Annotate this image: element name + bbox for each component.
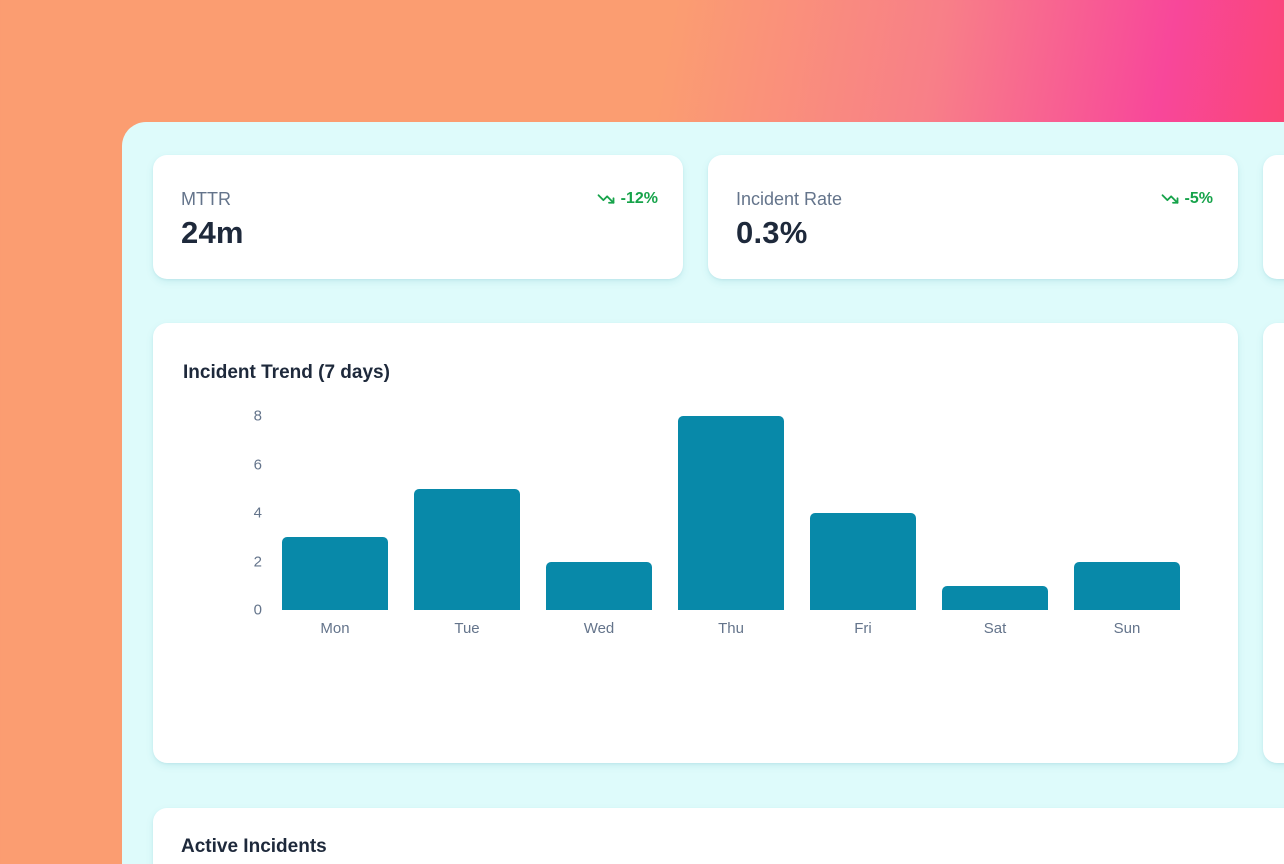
bar-fri[interactable] (810, 513, 916, 610)
bar-chart: 0 2 4 6 8 Mon Tue Wed Thu Fri Sat Sun (153, 408, 1238, 637)
x-axis-label: Sat (983, 620, 1007, 637)
y-axis-tick-label: 4 (253, 504, 262, 522)
y-axis-tick-label: 2 (253, 553, 262, 570)
kpi-card-partial (1263, 155, 1284, 279)
trending-down-icon (597, 192, 615, 206)
bar-tue[interactable] (414, 488, 520, 610)
x-axis-label: Thu (718, 620, 744, 637)
bar-sun[interactable] (1074, 561, 1180, 610)
chart-title: Incident Trend (7 days) (183, 362, 390, 383)
y-axis-tick-label: 0 (253, 601, 262, 619)
kpi-trend-value: -12% (620, 190, 658, 207)
bar-wed[interactable] (546, 561, 652, 610)
kpi-label: MTTR (181, 189, 231, 209)
dashboard-panel: MTTR -12% 24m Incident Rate (122, 122, 1284, 864)
y-axis-tick-label: 6 (253, 456, 262, 473)
kpi-trend: -12% (597, 188, 658, 210)
x-axis-label: Sun (1113, 620, 1141, 637)
kpi-card-mttr: MTTR -12% 24m (153, 155, 683, 279)
kpi-value: 0.3% (736, 215, 808, 250)
active-incidents-card: Active Incidents (153, 808, 1284, 864)
kpi-card-incident-rate: Incident Rate -5% 0.3% (708, 155, 1238, 279)
trending-down-icon (1161, 192, 1179, 206)
chart-row: Incident Trend (7 days) 0 2 4 6 8 Mon Tue Wed Th… (153, 323, 1284, 763)
bar-thu[interactable] (678, 416, 784, 610)
x-axis-label: Tue (454, 620, 480, 637)
x-axis-label: Mon (320, 620, 350, 637)
kpi-trend: -5% (1161, 188, 1213, 210)
x-axis-label: Wed (583, 620, 615, 637)
x-axis-label: Fri (854, 620, 872, 637)
bar-mon[interactable] (282, 537, 388, 610)
chart-card-partial (1263, 323, 1284, 763)
active-incidents-title: Active Incidents (181, 836, 327, 857)
kpi-trend-value: -5% (1184, 190, 1213, 207)
y-axis-tick-label: 8 (253, 407, 262, 425)
incident-trend-chart-card: Incident Trend (7 days) 0 2 4 6 8 Mon Tue Wed Th… (153, 323, 1238, 763)
kpi-row: MTTR -12% 24m Incident Rate (153, 155, 1284, 279)
kpi-label: Incident Rate (736, 189, 843, 209)
kpi-value: 24m (181, 215, 244, 250)
bar-sat[interactable] (942, 585, 1048, 610)
